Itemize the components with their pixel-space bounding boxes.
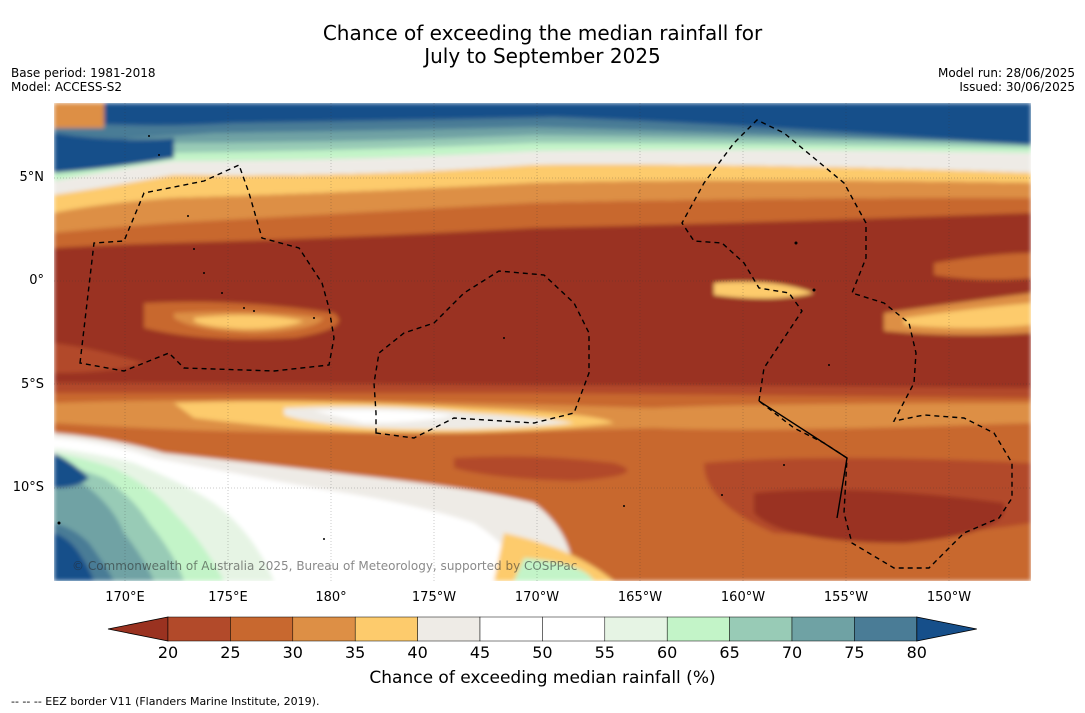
title-line-2: July to September 2025 [424, 44, 661, 68]
eez-borders [79, 119, 1013, 569]
colorbar-tick-label: 70 [781, 643, 803, 662]
colorbar-bin [354, 616, 418, 642]
lat-label-5s: 5°S [20, 377, 44, 392]
lon-label-150w: 150°W [926, 590, 972, 605]
lon-label-155w: 155°W [823, 590, 869, 605]
lon-label-175e: 175°E [208, 590, 248, 605]
colorbar-tick-label: 65 [719, 643, 740, 662]
colorbar-bin [230, 616, 294, 642]
colorbar-bin [479, 616, 543, 642]
colorbar-tick-label: 30 [282, 643, 303, 662]
eez-footnote: -- -- -- EEZ border V11 (Flanders Marine… [11, 695, 320, 708]
issued-date: Issued: 30/06/2025 [959, 80, 1075, 94]
colorbar-title: Chance of exceeding median rainfall (%) [369, 668, 716, 688]
colorbar-bin [292, 616, 356, 642]
colorbar-bin [167, 616, 231, 642]
colorbar-tick-label: 45 [469, 643, 491, 662]
lon-label-160w: 160°W [720, 590, 766, 605]
colorbar-bin [604, 616, 668, 642]
lat-label-5n: 5°N [19, 170, 45, 185]
lat-label-10s: 10°S [12, 480, 44, 495]
colorbar-tick-label: 20 [157, 643, 179, 662]
colorbar [107, 616, 977, 642]
colorbar-tick-label: 80 [906, 643, 927, 662]
base-period: Base period: 1981-2018 [11, 66, 156, 80]
colorbar-tick-label: 25 [220, 643, 241, 662]
model-name: Model: ACCESS-S2 [11, 80, 123, 94]
colorbar-extend-high [916, 616, 977, 642]
lon-label-170e: 170°E [105, 590, 145, 605]
colorbar-tick-label: 35 [345, 643, 366, 662]
colorbar-bin [542, 616, 606, 642]
colorbar-tick-label: 50 [532, 643, 553, 662]
colorbar-extend-low [107, 616, 169, 642]
model-run: Model run: 28/06/2025 [937, 66, 1075, 80]
lat-label-0: 0° [29, 273, 44, 288]
colorbar-bin [666, 616, 730, 642]
lon-label-175w: 175°W [411, 590, 457, 605]
lon-label-165w: 165°W [617, 590, 663, 605]
colorbar-tick-label: 75 [844, 643, 865, 662]
lon-label-170w: 170°W [514, 590, 560, 605]
title-line-1: Chance of exceeding the median rainfall … [322, 21, 763, 45]
colorbar-tick-label: 40 [407, 643, 428, 662]
lon-label-180: 180° [315, 590, 347, 605]
colorbar-bin [791, 616, 855, 642]
credit-text: © Commonwealth of Australia 2025, Bureau… [72, 559, 578, 573]
colorbar-bin [729, 616, 793, 642]
rainfall-map: © Commonwealth of Australia 2025, Bureau… [54, 103, 1031, 581]
colorbar-tick-label: 55 [594, 643, 615, 662]
colorbar-bin [417, 616, 481, 642]
colorbar-tick-label: 60 [657, 643, 678, 662]
colorbar-bin [854, 616, 918, 642]
